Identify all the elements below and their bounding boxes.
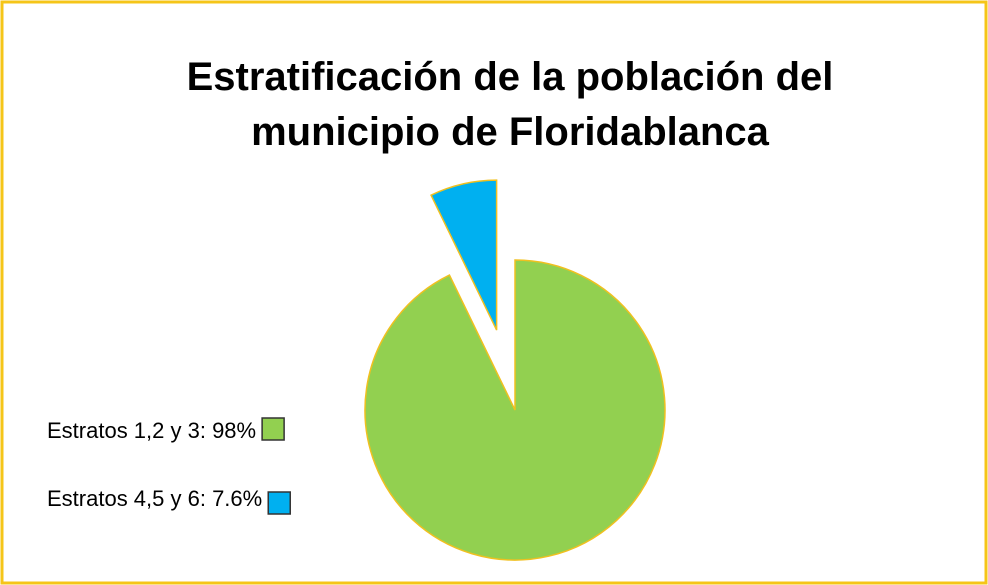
legend-swatch: [267, 491, 291, 515]
legend-swatch: [261, 417, 285, 441]
chart-title: municipio de Floridablanca: [251, 110, 770, 154]
pie-slice: [430, 179, 498, 331]
pie-slice: [364, 259, 666, 561]
chart-title: Estratificación de la población del: [187, 55, 834, 99]
legend-label: Estratos 4,5 y 6: 7.6%: [47, 486, 262, 511]
legend-label: Estratos 1,2 y 3: 98%: [47, 418, 256, 443]
